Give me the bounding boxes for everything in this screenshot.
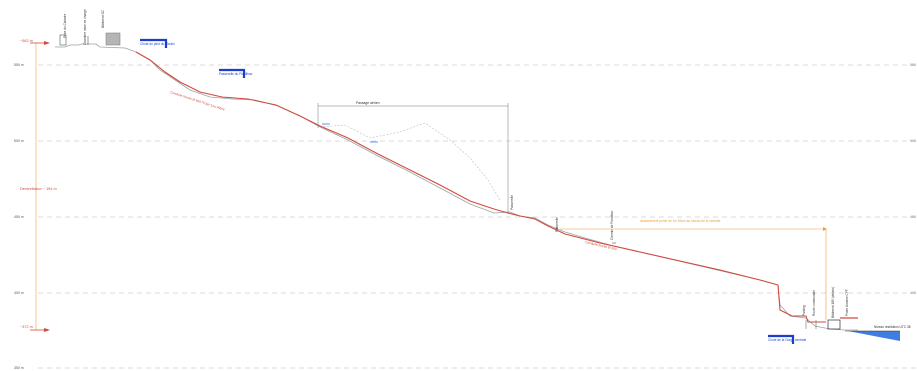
bottom-level-label: ~372 m [20, 325, 33, 329]
aerial-passage-label: Passage aérien [356, 101, 380, 105]
tick-label-500: 500 m [14, 139, 24, 143]
centrale-building [827, 319, 841, 330]
orange-arrow [823, 227, 827, 231]
parking-label: Parking [802, 305, 806, 316]
right-mark-400: 400 [910, 291, 916, 295]
passerelle-mid-label: Passerelle [510, 195, 514, 210]
chambre-label: Chambre mise en charge [83, 9, 87, 45]
elevation-difference-dimension: ~562 m ~372 m Dénivellation ~ 194 m [20, 39, 57, 332]
restitution-channel: Niveau restitution UTC 38 [845, 325, 911, 341]
orange-note-label: Abaissement pente de 1m 50cm au niveau d… [640, 219, 721, 223]
restitution-water [848, 331, 900, 341]
right-mark-500: 500 [910, 139, 916, 143]
terrain-ridge-dashed [319, 122, 501, 201]
top-level-label: ~562 m [20, 39, 33, 43]
intake-structures: Prise du Calvaire Chambre mise en charge… [59, 9, 121, 46]
prise-structure [59, 34, 67, 46]
tick-label-350: 350 m [14, 366, 24, 370]
tick-label-400: 400 m [14, 291, 24, 295]
passerelle-callout-label: Passerelle du Pontilhac [219, 72, 253, 76]
callout-chute-moulin: Chute du pied du Moulin [140, 38, 175, 48]
total-drop-label: Dénivellation ~ 194 m [20, 187, 57, 191]
chemin-label: Chemin de Pontilhac [610, 210, 614, 240]
elevation-grid: 550 m 500 m 450 m 400 m 350 m 550 500 45… [14, 63, 917, 370]
aerial-passage-dimension: Passage aérien [317, 101, 509, 212]
batiment-centrale-label: Bâtiment 185 (dessin) [831, 287, 835, 318]
restitution-label: Niveau restitution UTC 38 [874, 325, 911, 329]
chute-moulin-label: Chute du pied du Moulin [140, 42, 175, 46]
callout-passerelle: Passerelle du Pontilhac [219, 68, 253, 78]
passerelle-mid2-label: Passerelle [555, 217, 559, 232]
callout-chute-centrale: Chute de la Gorge centrale [768, 334, 807, 344]
terrain-profile [55, 43, 858, 331]
top-level-arrow [44, 41, 50, 45]
batiment-sc-block [105, 32, 121, 46]
tick-label-550: 550 m [14, 63, 24, 67]
penstock-pipe [135, 51, 826, 323]
bottom-level-arrow [44, 328, 50, 332]
conduite-1-label: Conduite forcée Ø 600 Projet 'Les Ribes' [170, 90, 226, 112]
right-mark-550: 550 [910, 63, 916, 67]
chute-centrale-label: Chute de la Gorge centrale [768, 338, 807, 342]
power-station: Parking Route communale Bâtiment 185 (de… [802, 287, 858, 330]
route-label: Route communale [812, 290, 816, 316]
right-mark-450: 450 [910, 215, 916, 219]
orange-note-dimension: Abaissement pente de 1m 50cm au niveau d… [560, 219, 827, 320]
poste-label: Poste Annexe CFF [845, 289, 849, 316]
tick-label-450: 450 m [14, 215, 24, 219]
batiment-sc-label: Bâtiment SC [101, 9, 105, 28]
prise-label: Prise du Calvaire [63, 14, 67, 38]
conduite-2-label: Conduite forcée Ø 600 [585, 240, 617, 251]
